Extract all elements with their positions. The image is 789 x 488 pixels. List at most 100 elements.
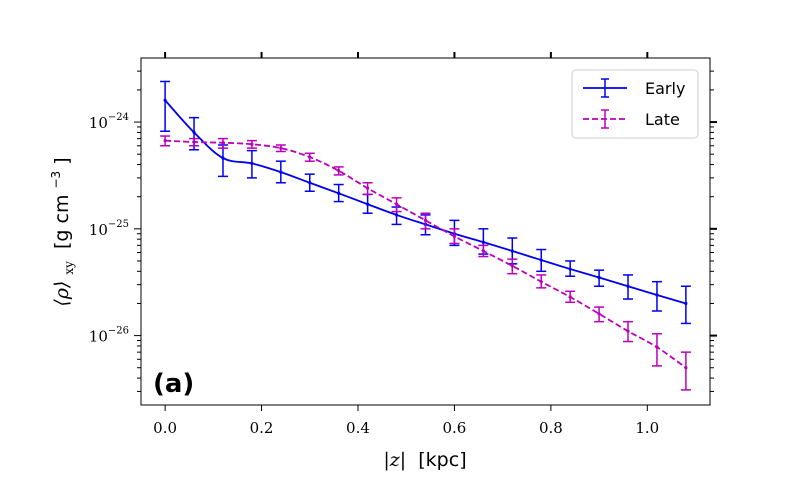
legend-label-early: Early [645, 79, 685, 98]
error-bar-early [536, 248, 547, 273]
y-tick-base: 10 [89, 221, 108, 239]
error-bar-late [333, 166, 344, 176]
y-tick-label: 10−25 [89, 219, 129, 239]
legend: Early Late [571, 69, 699, 139]
data-point [423, 218, 428, 222]
x-axis-unit: [kpc] [418, 449, 466, 471]
x-tick-label: 1.0 [635, 419, 659, 437]
error-bar-late [680, 351, 691, 391]
data-point [655, 345, 659, 349]
error-bar-early [651, 280, 662, 312]
error-bar-early [623, 274, 634, 300]
x-axis-ticks: 0.0 0.2 0.4 0.6 0.8 1.0 [153, 52, 659, 437]
error-bar-early [275, 160, 286, 184]
y-axis-unit-exponent: −3 [49, 171, 63, 189]
data-point [568, 295, 572, 299]
data-point [163, 98, 167, 102]
error-bar-late [449, 228, 460, 245]
data-point [250, 142, 254, 146]
data-point [337, 169, 341, 173]
data-point [655, 293, 659, 297]
error-bar-early [160, 80, 171, 133]
y-tick-exponent: −26 [108, 326, 129, 337]
data-point [308, 155, 312, 159]
y-axis-title: ⟨ρ⟩ xy [g cm −3 ] [43, 157, 78, 306]
data-point [366, 186, 370, 190]
data-point [626, 284, 630, 288]
error-bar-late [623, 320, 634, 343]
error-bar-late [217, 137, 228, 149]
data-point [250, 161, 254, 166]
data-point [337, 191, 341, 195]
data-point [510, 249, 514, 253]
x-axis-title: |z| [kpc] [383, 449, 466, 471]
legend-entry-early: Early [583, 78, 685, 98]
x-tick-label: 0.8 [539, 419, 563, 437]
x-tick-label: 0.6 [443, 419, 467, 437]
data-point [308, 181, 312, 185]
y-tick-exponent: −24 [108, 112, 129, 123]
error-bar-late [507, 258, 518, 275]
x-axis-variable: |z| [383, 449, 406, 471]
y-axis-unit-close: ] [51, 157, 73, 164]
data-point [597, 275, 601, 280]
legend-frame [571, 69, 699, 139]
data-point [394, 213, 399, 217]
y-axis-unit: [g cm [51, 195, 73, 249]
data-point [192, 130, 196, 135]
y-tick-base: 10 [89, 114, 108, 132]
error-bar-late [391, 197, 402, 213]
error-bar-late [362, 182, 373, 196]
error-bar-early [594, 269, 605, 287]
series-late [160, 135, 691, 391]
data-point [394, 202, 399, 206]
error-bar-late [275, 144, 286, 153]
data-point [684, 366, 688, 370]
data-point [684, 301, 688, 306]
y-axis-subscript: xy [62, 261, 76, 275]
data-point [510, 264, 514, 268]
error-bar-late [189, 137, 200, 147]
data-point [539, 280, 543, 284]
error-bar-late [594, 306, 605, 323]
x-tick-label: 0.0 [153, 419, 177, 437]
legend-entry-late: Late [583, 109, 680, 129]
error-bar-late [246, 139, 257, 149]
y-tick-base: 10 [89, 328, 108, 346]
y-tick-label: 10−26 [89, 326, 129, 346]
series-layer [160, 80, 691, 391]
data-point [221, 141, 225, 145]
data-point [163, 139, 167, 143]
error-bar-early [565, 260, 576, 277]
error-bar-late [651, 333, 662, 367]
plot-frame [140, 57, 711, 406]
data-point [366, 202, 370, 206]
data-point [481, 240, 485, 244]
x-tick-label: 0.4 [346, 419, 370, 437]
error-bar-early [333, 183, 344, 203]
error-bar-early [304, 173, 315, 192]
legend-label-late: Late [645, 110, 680, 129]
y-tick-exponent: −25 [108, 219, 129, 230]
data-point [481, 249, 485, 253]
data-point [279, 146, 283, 150]
panel-label: (a) [153, 369, 194, 399]
data-point [539, 258, 543, 262]
error-bar-late [536, 274, 547, 289]
error-bar-late [420, 212, 431, 230]
data-point [192, 140, 196, 144]
data-point [597, 312, 601, 316]
data-point [452, 234, 457, 238]
error-bar-late [478, 244, 489, 258]
data-point [221, 156, 225, 160]
error-bar-early [246, 149, 257, 179]
data-point [279, 170, 283, 174]
error-bar-late [565, 290, 576, 304]
y-tick-label: 10−24 [89, 112, 129, 132]
error-bar-late [160, 135, 171, 147]
error-bar-late [304, 152, 315, 162]
x-tick-label: 0.2 [250, 419, 274, 437]
data-point [568, 267, 572, 271]
